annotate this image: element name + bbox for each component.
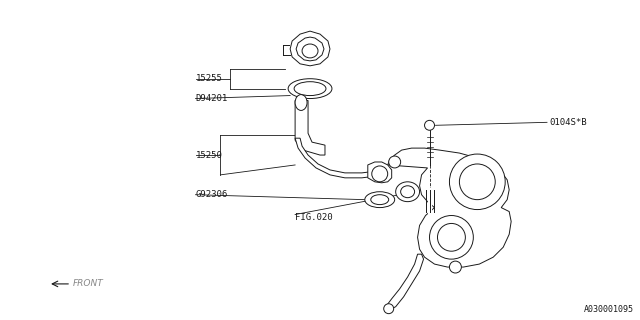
Circle shape — [460, 164, 495, 200]
Ellipse shape — [288, 79, 332, 99]
Ellipse shape — [294, 82, 326, 96]
Ellipse shape — [371, 195, 388, 204]
Circle shape — [388, 156, 401, 168]
Polygon shape — [290, 31, 330, 66]
Polygon shape — [388, 148, 511, 267]
Text: FRONT: FRONT — [73, 279, 104, 288]
Circle shape — [429, 215, 474, 259]
Ellipse shape — [396, 182, 420, 202]
Ellipse shape — [302, 44, 318, 58]
Text: 0104S*B: 0104S*B — [549, 118, 587, 127]
Text: G92306: G92306 — [196, 190, 228, 199]
Polygon shape — [295, 138, 370, 178]
Ellipse shape — [295, 95, 307, 110]
Polygon shape — [368, 162, 392, 183]
Polygon shape — [295, 100, 325, 155]
Text: 15250: 15250 — [196, 150, 223, 160]
Circle shape — [384, 304, 394, 314]
Circle shape — [438, 223, 465, 251]
Ellipse shape — [365, 192, 395, 208]
Polygon shape — [386, 254, 424, 311]
Text: A030001095: A030001095 — [584, 305, 634, 314]
Polygon shape — [296, 37, 324, 61]
Circle shape — [449, 154, 505, 210]
Circle shape — [424, 120, 435, 130]
Text: FIG.020: FIG.020 — [295, 213, 333, 222]
Ellipse shape — [372, 166, 388, 182]
Text: 15255: 15255 — [196, 74, 223, 83]
Ellipse shape — [401, 186, 415, 198]
Circle shape — [449, 261, 461, 273]
Text: D94201: D94201 — [196, 94, 228, 103]
